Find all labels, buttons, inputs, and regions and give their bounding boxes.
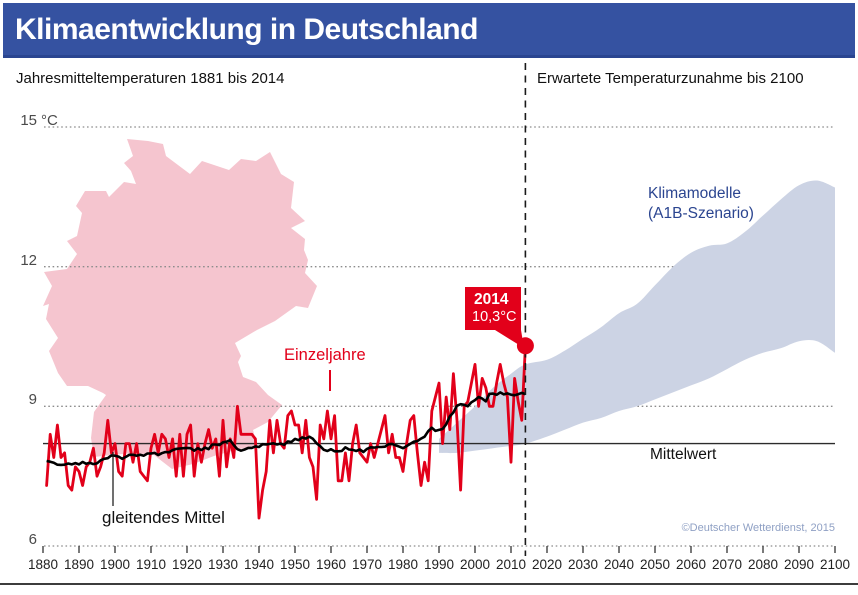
x-tick-label: 1900 [99, 557, 131, 572]
x-tick-label: 2080 [747, 557, 779, 572]
subtitle-projection-period: Erwartete Temperaturzunahme bis 2100 [537, 70, 804, 87]
callout-tail [495, 330, 524, 348]
x-tick-label: 2090 [783, 557, 815, 572]
gleitendes-mittel-label: gleitendes Mittel [102, 508, 225, 527]
x-tick-label: 1980 [387, 557, 419, 572]
x-tick-label: 1960 [315, 557, 347, 572]
x-tick-label: 2040 [603, 557, 635, 572]
gleitendes-mittel-line [46, 391, 526, 467]
klimamodelle-label: Klimamodelle (A1B-Szenario) [648, 184, 754, 224]
klimamodelle-label-line2: (A1B-Szenario) [648, 205, 754, 222]
x-tick-label: 2030 [567, 557, 599, 572]
x-tick-label: 1950 [279, 557, 311, 572]
klimamodelle-label-line1: Klimamodelle [648, 185, 742, 202]
y-tick-label: 15 [20, 112, 37, 129]
annotation-shapes [112, 330, 524, 506]
header-bar: Klimaentwicklung in Deutschland [3, 3, 855, 58]
mittelwert-label: Mittelwert [650, 446, 717, 463]
callout-value: 10,3°C [472, 309, 517, 325]
y-tick-label: 12 [20, 251, 37, 269]
x-tick-label: 1890 [63, 557, 95, 572]
subtitle-observed-period: Jahresmitteltemperaturen 1881 bis 2014 [16, 70, 285, 87]
highlight-2014-callout: 2014 10,3°C [465, 287, 521, 330]
x-tick-label: 1930 [207, 557, 239, 572]
x-tick-label: 2020 [531, 557, 563, 572]
x-tick-label: 1910 [135, 557, 167, 572]
x-tick-label: 2070 [711, 557, 743, 572]
y-tick-label: 6 [28, 531, 37, 548]
klimamodelle-band [439, 180, 835, 454]
y-tick-label: 9 [28, 391, 37, 409]
series-group [43, 344, 835, 520]
callout-year: 2014 [474, 291, 509, 308]
x-tick-label: 1990 [423, 557, 455, 572]
x-tick-label: 1880 [27, 557, 59, 572]
x-tick-label: 2100 [819, 557, 851, 572]
x-tick-label: 2050 [639, 557, 671, 572]
copyright-text: ©Deutscher Wetterdienst, 2015 [681, 522, 835, 534]
projection-band-group [439, 180, 835, 454]
einzeljahre-line [45, 344, 527, 520]
germany-map [43, 139, 317, 469]
x-tick-label: 1940 [243, 557, 275, 572]
x-tick-label: 2000 [459, 557, 491, 572]
x-tick-label: 1920 [171, 557, 203, 572]
page-title: Klimaentwicklung in Deutschland [15, 13, 478, 46]
y-axis-unit: °C [41, 112, 58, 129]
x-tick-label: 1970 [351, 557, 383, 572]
einzeljahre-label: Einzeljahre [284, 346, 366, 364]
x-tick-label: 2010 [495, 557, 527, 572]
x-tick-label: 2060 [675, 557, 707, 572]
